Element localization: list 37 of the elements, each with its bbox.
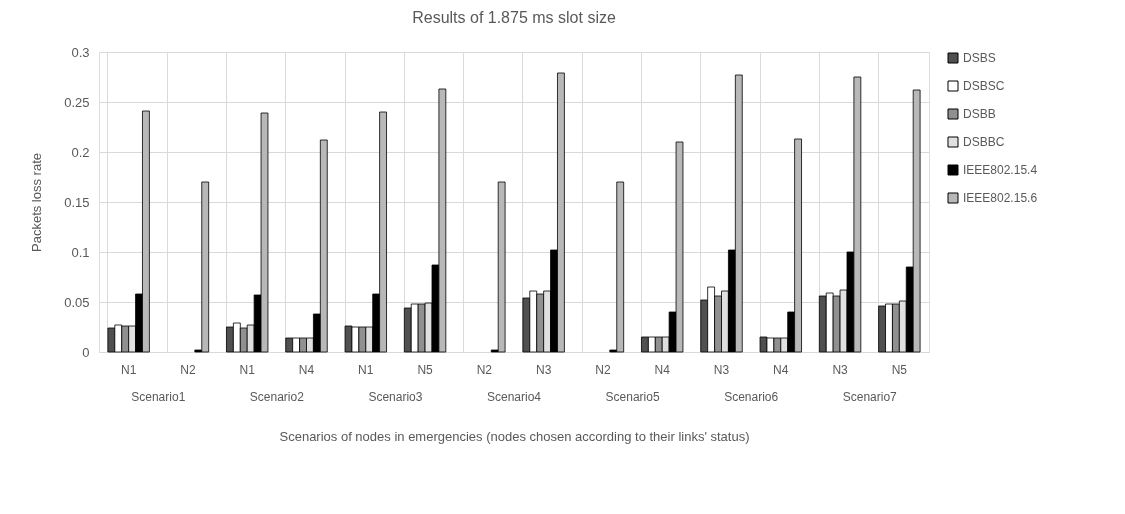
y-tick-label: 0.3 (71, 44, 90, 60)
text: Scenario1 (131, 390, 186, 404)
legend-label: DSBSC (963, 79, 1005, 93)
legend-label: IEEE802.15.6 (963, 191, 1038, 205)
x-tick-label: N1 (120, 362, 137, 377)
x-tick-label: N1 (239, 362, 256, 377)
x-tick-label: N2 (476, 362, 493, 377)
y-tick-label: 0 (82, 344, 90, 360)
x-tick-label: N1 (358, 362, 374, 377)
text: Scenario7 (842, 390, 898, 404)
x-tick-label: N5 (417, 362, 434, 377)
x-tick-label: N2 (180, 362, 196, 377)
text: Scenario4 (486, 390, 542, 404)
x-tick-label: N4 (654, 362, 671, 377)
y-tick-label: 0.25 (64, 94, 90, 110)
y-tick-label: 0.15 (64, 194, 90, 210)
x-tick-label: N3 (832, 362, 849, 377)
x-tick-label: N5 (891, 362, 908, 377)
text: Scenario6 (724, 390, 779, 404)
x-tick-label: N3 (713, 362, 730, 377)
chart-title: Results of 1.875 ms slot size (412, 9, 616, 26)
text: Scenario5 (605, 390, 660, 404)
x-axis-title: Scenarios of nodes in emergencies (nodes chosen according to their links' status) (279, 428, 750, 444)
legend-label: DSBS (963, 51, 996, 65)
legend-label: DSBB (963, 107, 996, 121)
text: Scenario2 (249, 390, 305, 404)
x-tick-label: N4 (298, 362, 315, 377)
legend-label: DSBBC (963, 135, 1005, 149)
x-tick-label: N3 (535, 362, 552, 377)
y-tick-label: 0.1 (71, 244, 90, 260)
x-tick-label: N4 (773, 362, 789, 377)
y-axis-title: Packets loss rate (29, 153, 45, 252)
text: Scenario3 (368, 390, 423, 404)
y-tick-label: 0.2 (71, 144, 90, 160)
y-tick-label: 0.05 (64, 294, 90, 310)
x-tick-label: N2 (595, 362, 611, 377)
legend-label: IEEE802.15.4 (963, 163, 1038, 177)
